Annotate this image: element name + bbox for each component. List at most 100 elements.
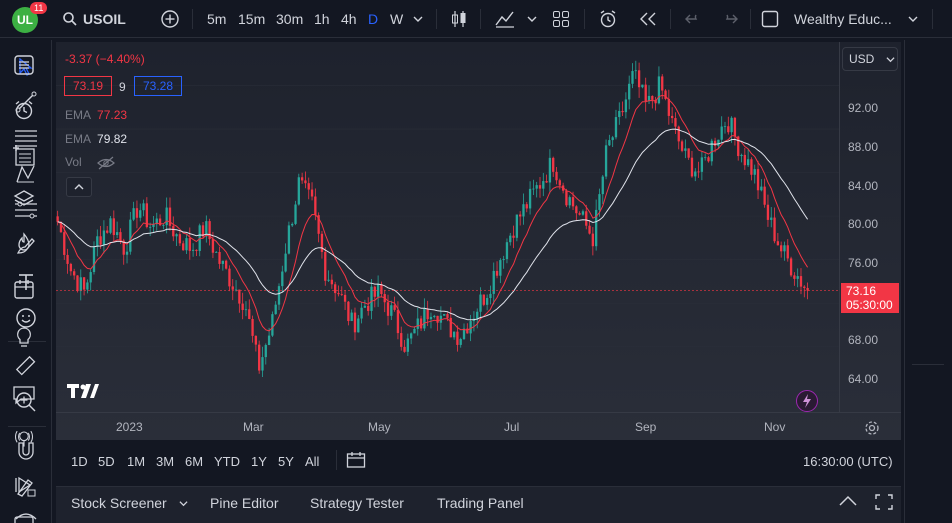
- range-1y[interactable]: 1Y: [251, 454, 267, 469]
- indicators-button[interactable]: [494, 0, 516, 38]
- ema-slow-legend[interactable]: EMA 79.82: [65, 132, 127, 146]
- volume-legend[interactable]: Vol: [65, 155, 115, 170]
- tab-trading-panel[interactable]: Trading Panel: [437, 495, 524, 511]
- goto-date-button[interactable]: [346, 451, 366, 472]
- tab-strategy-tester[interactable]: Strategy Tester: [310, 495, 404, 511]
- tab-stock-screener[interactable]: Stock Screener: [71, 495, 188, 511]
- candle-body: [158, 218, 162, 226]
- ideas-bulb-icon[interactable]: [12, 325, 36, 349]
- chevron-down-icon: [413, 16, 423, 22]
- calendar-icon[interactable]: [12, 277, 36, 301]
- price-tick: 80.00: [848, 217, 879, 231]
- interval-w[interactable]: W: [390, 11, 404, 27]
- panel-collapse-button[interactable]: [839, 495, 857, 510]
- candle-body: [783, 245, 786, 252]
- chart-type-button[interactable]: [450, 0, 468, 38]
- candle-body: [443, 314, 446, 316]
- chart-pane[interactable]: [56, 42, 901, 440]
- data-window-icon[interactable]: [12, 143, 36, 167]
- candle-body: [185, 238, 188, 251]
- price-chart[interactable]: [56, 42, 839, 412]
- interval-4h[interactable]: 4h: [341, 11, 357, 27]
- brush-icon[interactable]: [14, 234, 38, 258]
- currency-select[interactable]: USD: [842, 47, 898, 71]
- scale-settings-button[interactable]: [864, 420, 880, 439]
- interval-15m[interactable]: 15m: [238, 11, 266, 27]
- range-1m[interactable]: 1M: [127, 454, 146, 469]
- eye-off-icon[interactable]: [97, 156, 115, 170]
- range-ytd[interactable]: YTD: [214, 454, 240, 469]
- pattern-icon[interactable]: [14, 162, 38, 186]
- candle-body: [96, 236, 99, 247]
- candle-body: [409, 333, 413, 339]
- replay-button[interactable]: [638, 0, 658, 38]
- candle-body: [330, 279, 334, 285]
- candle-body: [700, 157, 704, 172]
- panel-maximize-button[interactable]: [875, 494, 893, 513]
- chevron-down-icon: [527, 16, 537, 22]
- range-3m[interactable]: 3M: [156, 454, 175, 469]
- sell-price-box[interactable]: 73.19: [64, 76, 113, 96]
- interval-5m[interactable]: 5m: [207, 11, 227, 27]
- undo-button[interactable]: [685, 0, 701, 38]
- ema-fast-line: [57, 94, 809, 332]
- interval-dropdown[interactable]: [413, 0, 423, 38]
- interval-1h[interactable]: 1h: [314, 11, 330, 27]
- candle-body: [168, 207, 172, 226]
- interval-d[interactable]: D: [368, 11, 379, 27]
- candle-body: [631, 71, 634, 84]
- candle-body: [624, 99, 628, 113]
- range-6m[interactable]: 6M: [185, 454, 204, 469]
- candle-body: [651, 95, 654, 100]
- play-icon[interactable]: [12, 473, 36, 497]
- candle-body: [208, 221, 211, 240]
- candle-body: [340, 294, 343, 295]
- candle-body: [416, 318, 419, 329]
- compare-add-button[interactable]: [160, 0, 180, 38]
- ema-slow-line: [57, 128, 809, 321]
- lightning-button[interactable]: [796, 390, 818, 412]
- candle-body: [314, 196, 317, 216]
- templates-button[interactable]: [552, 0, 570, 38]
- legend-collapse-button[interactable]: [66, 177, 92, 197]
- range-5d[interactable]: 5D: [98, 454, 115, 469]
- last-price: 73.16: [846, 284, 877, 298]
- candle-body: [135, 208, 139, 218]
- buy-price-box[interactable]: 73.28: [134, 76, 183, 96]
- symbol-search-button[interactable]: USOIL: [62, 0, 126, 38]
- candle-body: [79, 277, 82, 292]
- widget-toolbar: [904, 40, 952, 523]
- layout-select[interactable]: Wealthy Educ...: [761, 0, 918, 38]
- interval-30m[interactable]: 30m: [276, 11, 304, 27]
- emoji-icon[interactable]: [14, 306, 38, 330]
- candle-body: [155, 218, 158, 225]
- tab-pine-editor[interactable]: Pine Editor: [210, 495, 279, 511]
- range-all[interactable]: All: [305, 454, 320, 469]
- alert-button[interactable]: [598, 0, 618, 38]
- range-5y[interactable]: 5Y: [278, 454, 294, 469]
- layers-icon[interactable]: [12, 187, 36, 211]
- indicators-dropdown[interactable]: [527, 0, 537, 38]
- chat-icon[interactable]: [12, 383, 36, 407]
- candle-body: [304, 180, 307, 184]
- bottom-panel: [56, 486, 901, 523]
- ema-fast-legend[interactable]: EMA 77.23: [65, 108, 127, 122]
- candle-body: [677, 126, 680, 142]
- more-icon[interactable]: [12, 510, 36, 523]
- lock-drawing-icon[interactable]: [14, 475, 38, 499]
- candle-body: [585, 211, 588, 226]
- magnet-icon[interactable]: [14, 439, 38, 463]
- fib-retracement-icon[interactable]: [14, 126, 38, 150]
- candle-body: [654, 99, 657, 104]
- alarm-icon[interactable]: [12, 98, 36, 122]
- zoom-in-icon[interactable]: [14, 390, 38, 414]
- hotlist-flame-icon[interactable]: [12, 231, 36, 255]
- streams-icon[interactable]: [12, 426, 36, 450]
- redo-button[interactable]: [722, 0, 738, 38]
- watchlist-icon[interactable]: [12, 53, 36, 77]
- range-1d[interactable]: 1D: [71, 454, 88, 469]
- tradingview-logo[interactable]: [66, 382, 100, 403]
- ruler-icon[interactable]: [14, 354, 38, 378]
- candle-body: [248, 309, 251, 319]
- timezone-clock[interactable]: 16:30:00 (UTC): [803, 454, 893, 469]
